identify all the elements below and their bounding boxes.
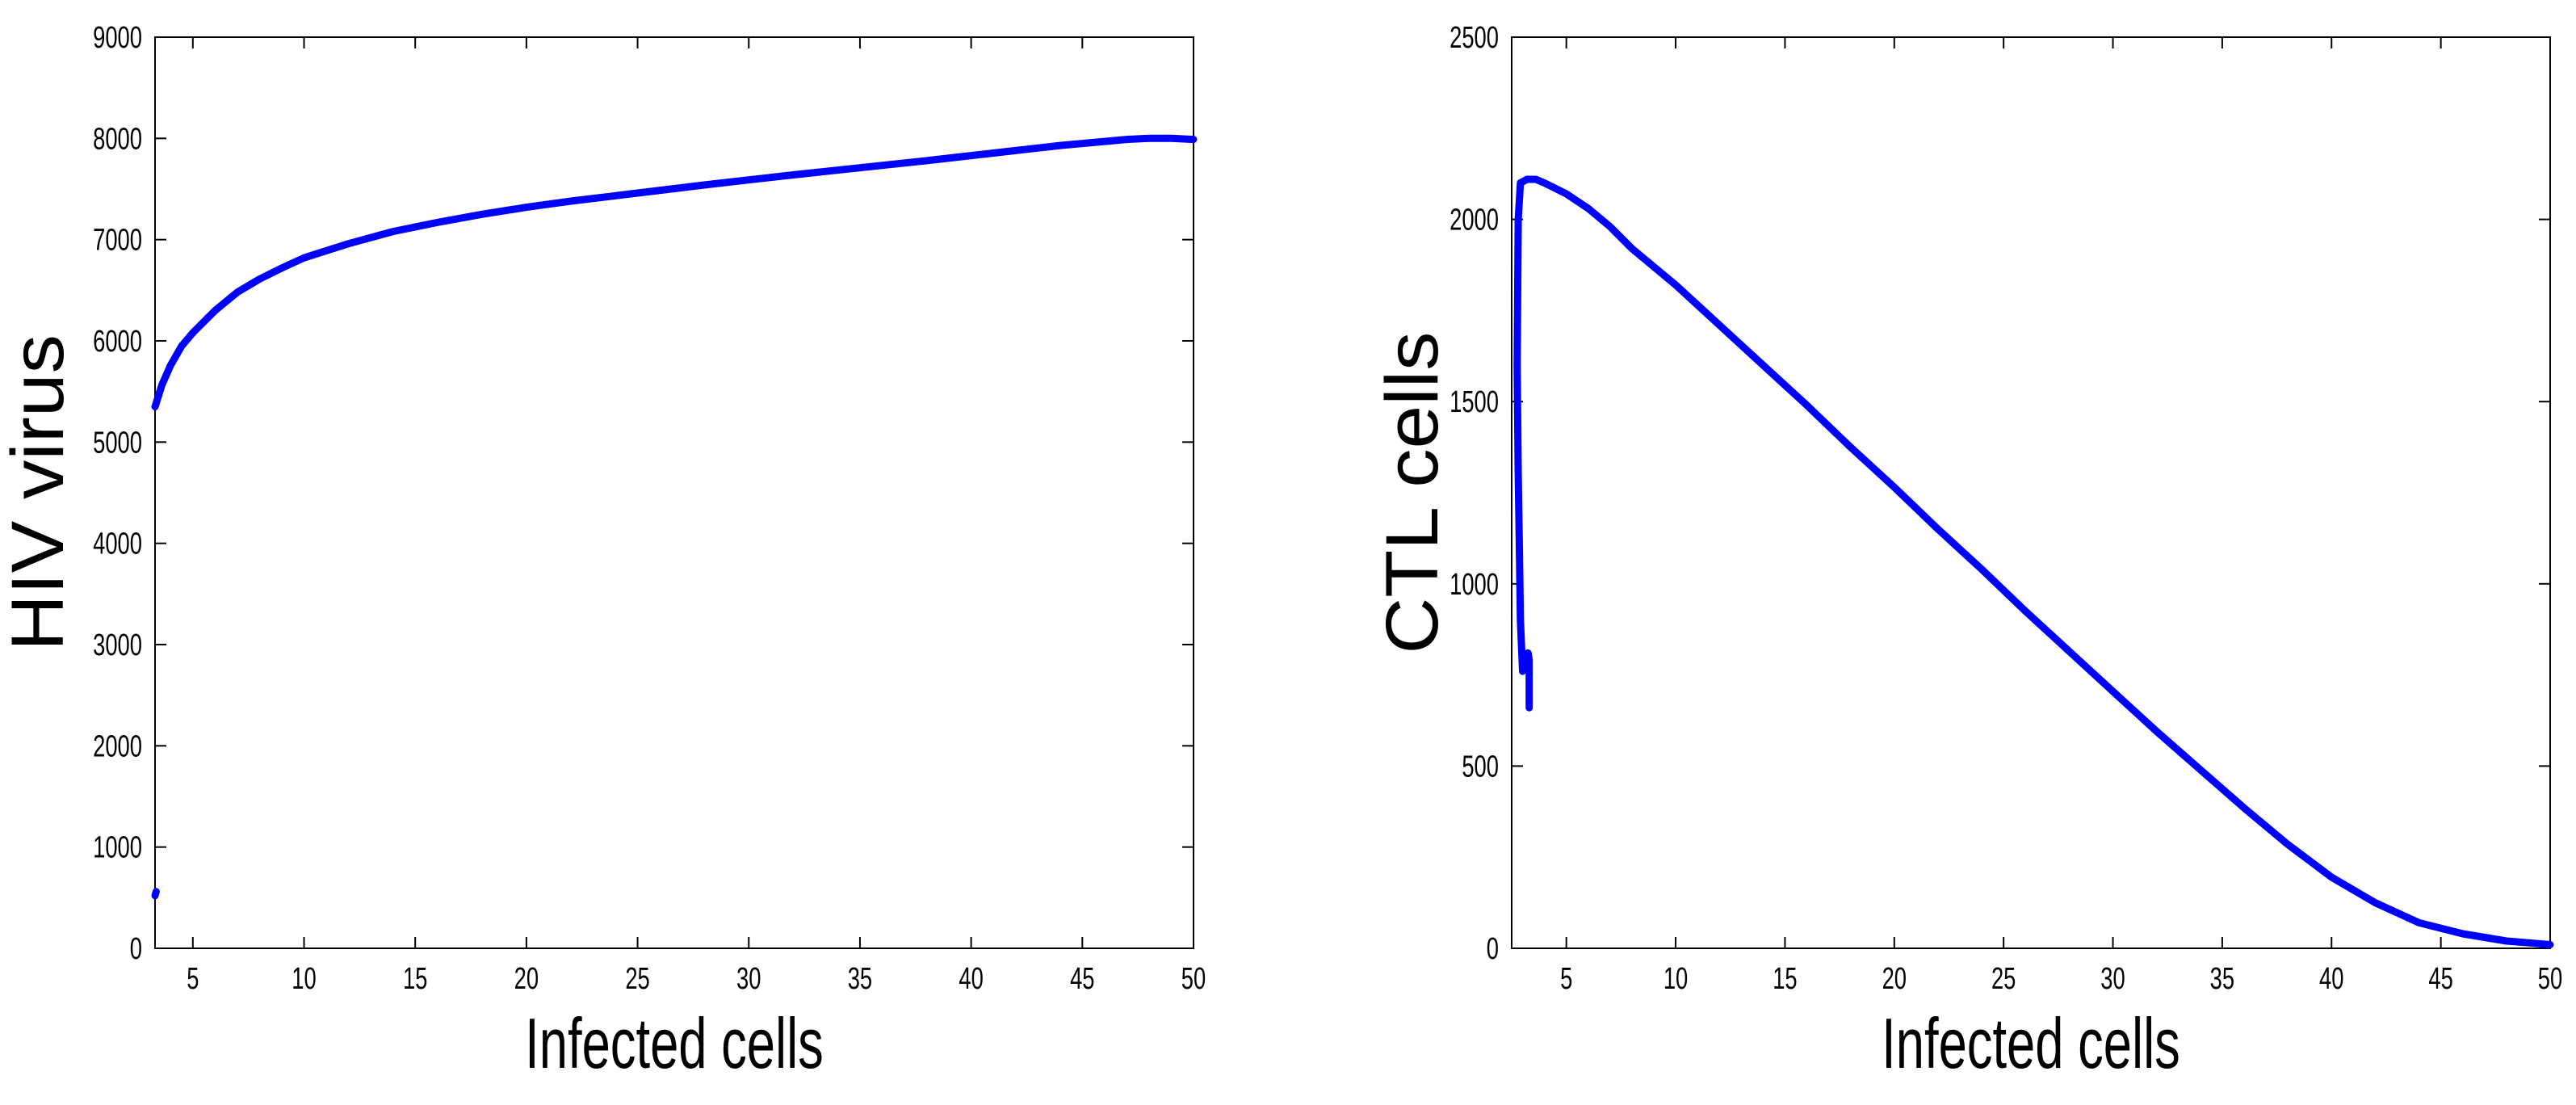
- y-tick-label: 4000: [93, 527, 142, 561]
- x-tick-label: 30: [2100, 962, 2125, 996]
- x-tick-label: 40: [2319, 962, 2343, 996]
- y-tick-label: 2000: [1450, 203, 1499, 237]
- y-tick-label: 5000: [93, 426, 142, 460]
- x-tick-label: 20: [1882, 962, 1907, 996]
- y-tick-label: 0: [1487, 932, 1499, 966]
- plot-frame: [1511, 36, 2551, 949]
- x-tick-label: 40: [959, 962, 983, 996]
- hiv-virus-chart: 5 10 15 20 25 30 35 40 45 50 0 1000 2000 3000 4000 5000…: [0, 21, 1206, 1084]
- y-tick-label: 3000: [93, 628, 142, 662]
- x-tick-label: 15: [1773, 962, 1797, 996]
- x-axis-label: Infected cells: [525, 1005, 824, 1084]
- y-tick-label: 9000: [93, 21, 142, 55]
- y-axis-label: CTL cells: [1370, 332, 1453, 654]
- ctl-cells-chart: 5 10 15 20 25 30 35 40 45 5005001000150020002500I…: [1370, 21, 2562, 1084]
- series-line-0: [1513, 175, 2554, 948]
- x-tick-label: 35: [848, 962, 872, 996]
- x-tick-label: 50: [1181, 962, 1206, 996]
- y-axis-label: HIV virus: [0, 334, 79, 651]
- plot-frame: [154, 36, 1194, 949]
- x-tick-label: 50: [2538, 962, 2562, 996]
- x-tick-label: 25: [1991, 962, 2016, 996]
- x-tick-label: 10: [292, 962, 316, 996]
- y-tick-label: 7000: [93, 223, 142, 257]
- x-tick-label: 10: [1663, 962, 1688, 996]
- x-tick-label: 45: [2428, 962, 2452, 996]
- x-tick-label: 15: [403, 962, 427, 996]
- y-tick-label: 2500: [1450, 21, 1499, 55]
- x-tick-label: 35: [2210, 962, 2234, 996]
- y-tick-label: 1000: [93, 830, 142, 864]
- y-tick-label: 0: [130, 932, 142, 966]
- x-tick-label: 20: [514, 962, 539, 996]
- x-tick-label: 45: [1070, 962, 1094, 996]
- series-line-0: [151, 134, 1198, 410]
- x-tick-label: 5: [1560, 962, 1572, 996]
- x-axis-label: Infected cells: [1882, 1005, 2180, 1084]
- y-tick-label: 1500: [1450, 385, 1499, 419]
- y-tick-label: 500: [1462, 750, 1499, 784]
- y-tick-label: 8000: [93, 122, 142, 156]
- x-tick-label: 25: [625, 962, 649, 996]
- x-tick-label: 30: [736, 962, 761, 996]
- y-tick-label: 6000: [93, 325, 142, 359]
- y-tick-label: 2000: [93, 729, 142, 763]
- x-tick-label: 5: [187, 962, 199, 996]
- series-line-1: [151, 888, 160, 900]
- y-tick-label: 1000: [1450, 568, 1499, 602]
